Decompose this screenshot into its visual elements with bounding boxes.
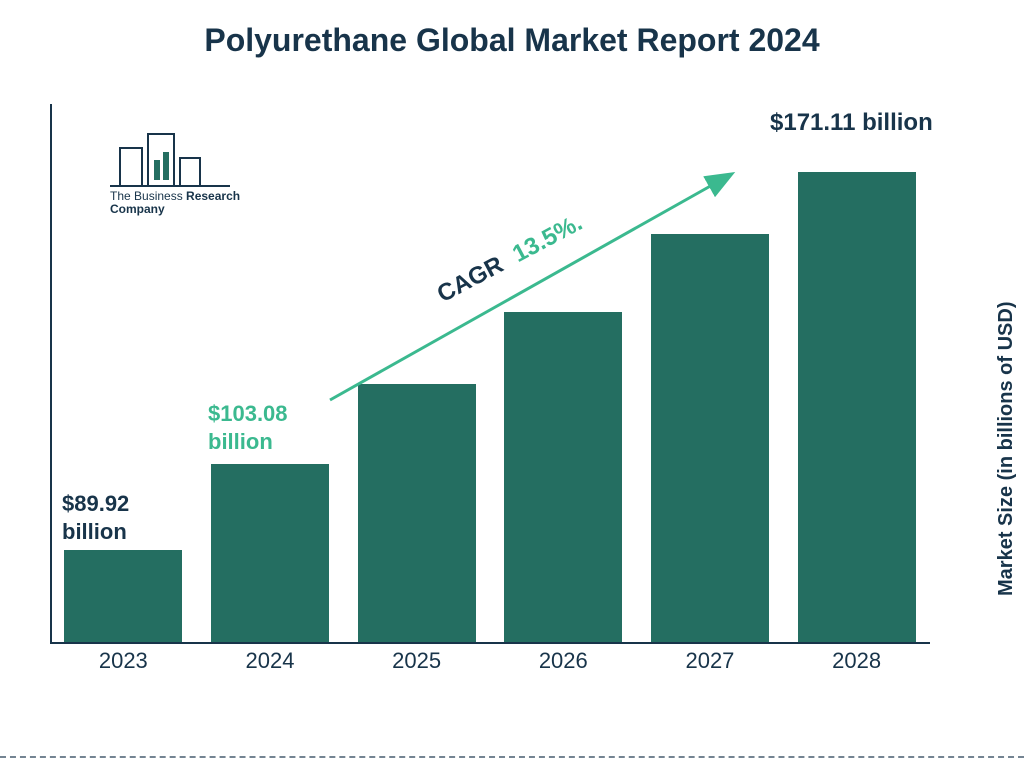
bottom-dashed-border [0,756,1024,758]
bar [504,312,622,642]
y-axis-label: Market Size (in billions of USD) [995,302,1018,596]
bar-slot [352,384,482,642]
bar-slot [205,464,335,642]
value-label: $89.92billion [62,490,129,545]
bar-slot [792,172,922,642]
bar [651,234,769,642]
value-label: $103.08billion [208,400,288,455]
bar [64,550,182,642]
chart-title: Polyurethane Global Market Report 2024 [0,22,1024,59]
x-labels-container: 2023 2024 2025 2026 2027 2028 [50,644,930,680]
x-axis-category-label: 2023 [58,644,188,674]
bars-container [50,102,930,642]
bar [358,384,476,642]
x-axis-category-label: 2024 [205,644,335,674]
bar-slot [498,312,628,642]
bar [211,464,329,642]
bar [798,172,916,642]
bar-slot [58,550,188,642]
value-label: $171.11 billion [770,108,933,138]
chart-area: 2023 2024 2025 2026 2027 2028 [50,100,930,680]
x-axis-category-label: 2025 [352,644,482,674]
x-axis-category-label: 2027 [645,644,775,674]
bar-slot [645,234,775,642]
x-axis-category-label: 2028 [792,644,922,674]
x-axis-category-label: 2026 [498,644,628,674]
